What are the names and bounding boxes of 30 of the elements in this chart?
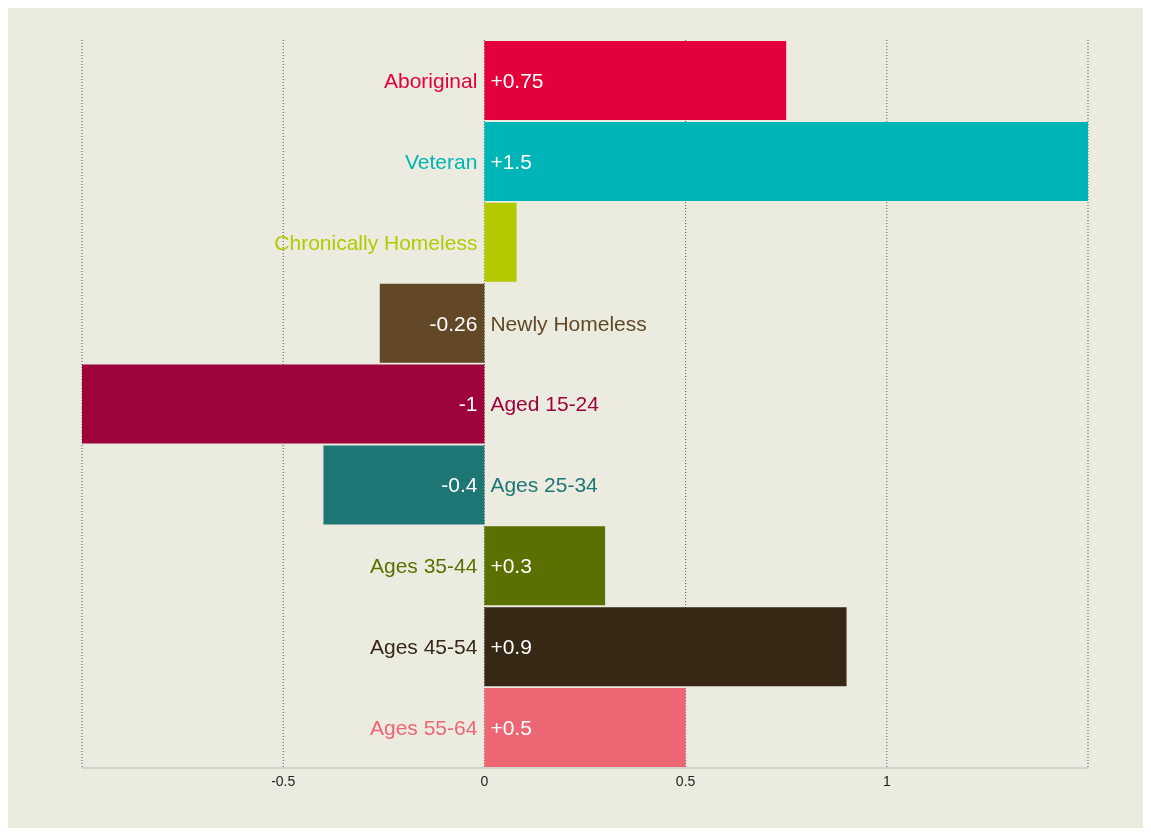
y-tick-label: Veteran xyxy=(404,149,478,173)
bar xyxy=(484,202,517,282)
x-tick-label: -0.5 xyxy=(271,772,296,789)
y-tick-label: Aged 15-24 xyxy=(490,392,600,416)
bar xyxy=(484,607,847,687)
bar xyxy=(484,121,1088,201)
bar xyxy=(379,283,485,363)
y-tick-label: Chronically Homeless xyxy=(274,230,478,254)
data-label: +0.9 xyxy=(490,635,532,659)
data-label: -0.4 xyxy=(441,473,478,497)
y-tick-label: Aboriginal xyxy=(383,68,478,92)
bar xyxy=(484,688,686,768)
bar xyxy=(484,526,606,606)
data-label: -1 xyxy=(458,392,478,416)
bar xyxy=(484,41,787,120)
x-tick-label: 0.5 xyxy=(675,772,696,789)
bar xyxy=(323,445,485,525)
data-label: +0.5 xyxy=(490,715,532,739)
data-label: +0.3 xyxy=(490,554,532,578)
bar xyxy=(82,364,485,444)
x-tick-label: 1 xyxy=(882,772,891,789)
y-tick-label: Ages 35-44 xyxy=(369,554,478,578)
y-tick-label: Ages 45-54 xyxy=(369,635,478,659)
y-tick-label: Ages 25-34 xyxy=(490,473,599,497)
y-tick-label: Ages 55-64 xyxy=(369,715,478,739)
data-label: +0.75 xyxy=(490,68,544,92)
y-tick-label: Newly Homeless xyxy=(490,311,647,335)
data-label: +1.5 xyxy=(490,149,532,173)
data-label: -0.26 xyxy=(429,311,478,335)
x-tick-label: 0 xyxy=(480,772,489,789)
